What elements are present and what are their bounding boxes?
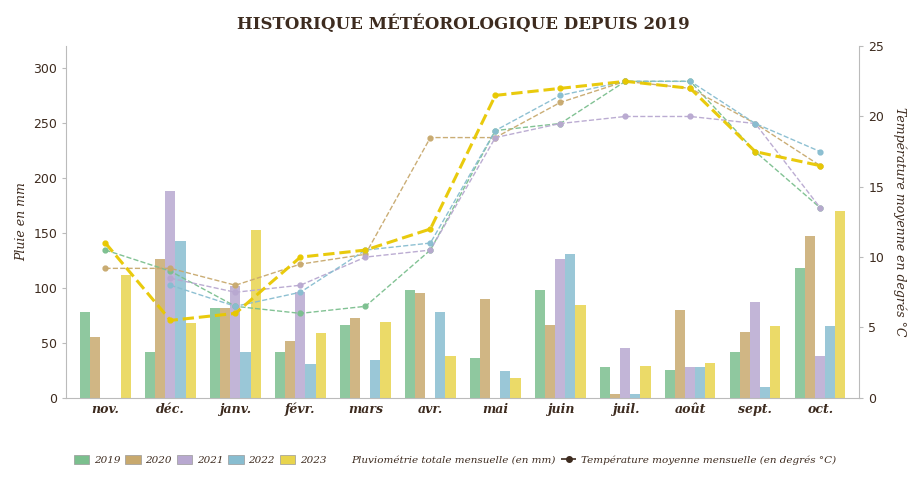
Bar bbox=[535, 290, 545, 398]
Bar bbox=[210, 308, 220, 398]
Bar bbox=[545, 325, 555, 398]
Bar bbox=[220, 308, 230, 398]
Bar bbox=[306, 364, 316, 398]
Bar bbox=[576, 306, 586, 398]
Bar bbox=[405, 290, 415, 398]
Y-axis label: Pluie en mm: Pluie en mm bbox=[15, 182, 28, 262]
Bar bbox=[600, 367, 611, 398]
Bar bbox=[630, 394, 640, 398]
Bar bbox=[340, 325, 350, 398]
Bar bbox=[565, 254, 576, 398]
Bar bbox=[695, 367, 705, 398]
Bar bbox=[185, 323, 195, 398]
Bar bbox=[770, 326, 780, 398]
Bar bbox=[751, 302, 761, 398]
Bar bbox=[640, 366, 650, 398]
Bar bbox=[275, 352, 286, 398]
Title: HISTORIQUE MÉTÉOROLOGIQUE DEPUIS 2019: HISTORIQUE MÉTÉOROLOGIQUE DEPUIS 2019 bbox=[237, 15, 689, 34]
Bar bbox=[230, 285, 240, 398]
Legend: 2019, 2020, 2021, 2022, 2023, Pluviométrie totale mensuelle (en mm), Température: 2019, 2020, 2021, 2022, 2023, Pluviométr… bbox=[70, 450, 840, 469]
Bar bbox=[805, 236, 815, 398]
Bar bbox=[705, 363, 716, 398]
Bar bbox=[510, 378, 520, 398]
Bar bbox=[446, 356, 456, 398]
Bar bbox=[176, 240, 185, 398]
Bar bbox=[380, 322, 391, 398]
Bar bbox=[835, 211, 845, 398]
Bar bbox=[795, 268, 805, 398]
Bar bbox=[166, 191, 176, 398]
Bar bbox=[156, 259, 166, 398]
Bar bbox=[730, 352, 740, 398]
Bar bbox=[665, 370, 675, 398]
Bar bbox=[240, 352, 251, 398]
Bar bbox=[500, 371, 510, 398]
Bar bbox=[415, 293, 426, 398]
Bar bbox=[251, 229, 261, 398]
Bar bbox=[146, 352, 156, 398]
Bar bbox=[611, 394, 620, 398]
Bar bbox=[436, 312, 446, 398]
Bar bbox=[350, 318, 360, 398]
Bar bbox=[316, 333, 326, 398]
Bar bbox=[825, 326, 835, 398]
Bar bbox=[480, 299, 490, 398]
Bar bbox=[286, 341, 296, 398]
Bar bbox=[90, 337, 100, 398]
Bar bbox=[675, 310, 685, 398]
Bar bbox=[555, 259, 565, 398]
Bar bbox=[471, 358, 480, 398]
Bar bbox=[685, 367, 695, 398]
Bar bbox=[121, 274, 131, 398]
Bar bbox=[740, 332, 751, 398]
Bar bbox=[620, 348, 630, 398]
Bar bbox=[370, 360, 380, 398]
Bar bbox=[80, 312, 90, 398]
Bar bbox=[296, 292, 306, 398]
Y-axis label: Température moyenne en degrés °C: Température moyenne en degrés °C bbox=[892, 107, 906, 337]
Bar bbox=[815, 356, 825, 398]
Bar bbox=[761, 387, 770, 398]
